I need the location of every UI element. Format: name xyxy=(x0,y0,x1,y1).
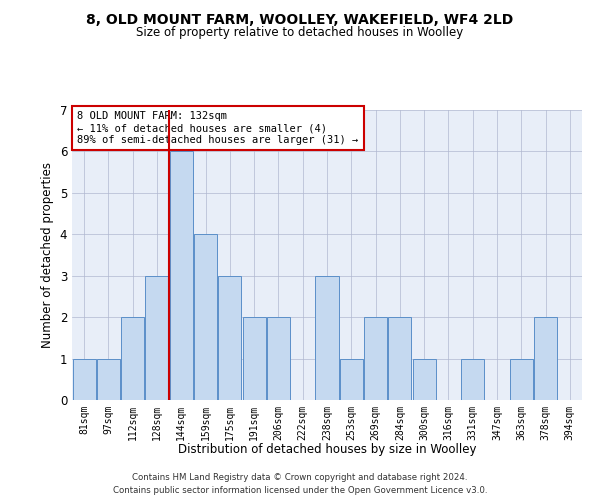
Text: 8, OLD MOUNT FARM, WOOLLEY, WAKEFIELD, WF4 2LD: 8, OLD MOUNT FARM, WOOLLEY, WAKEFIELD, W… xyxy=(86,12,514,26)
Bar xyxy=(73,358,95,400)
Bar xyxy=(121,317,144,400)
Text: Contains HM Land Registry data © Crown copyright and database right 2024.: Contains HM Land Registry data © Crown c… xyxy=(132,474,468,482)
Bar xyxy=(316,276,338,400)
Bar xyxy=(461,358,484,400)
Text: Contains public sector information licensed under the Open Government Licence v3: Contains public sector information licen… xyxy=(113,486,487,495)
Text: Distribution of detached houses by size in Woolley: Distribution of detached houses by size … xyxy=(178,442,476,456)
Bar xyxy=(534,317,557,400)
Bar xyxy=(97,358,120,400)
Bar xyxy=(194,234,217,400)
Bar xyxy=(242,317,266,400)
Bar xyxy=(413,358,436,400)
Bar xyxy=(364,317,387,400)
Bar xyxy=(145,276,169,400)
Bar xyxy=(267,317,290,400)
Bar xyxy=(340,358,363,400)
Y-axis label: Number of detached properties: Number of detached properties xyxy=(41,162,54,348)
Bar xyxy=(510,358,533,400)
Text: 8 OLD MOUNT FARM: 132sqm
← 11% of detached houses are smaller (4)
89% of semi-de: 8 OLD MOUNT FARM: 132sqm ← 11% of detach… xyxy=(77,112,358,144)
Bar xyxy=(170,152,193,400)
Text: Size of property relative to detached houses in Woolley: Size of property relative to detached ho… xyxy=(136,26,464,39)
Bar xyxy=(388,317,412,400)
Bar xyxy=(218,276,241,400)
